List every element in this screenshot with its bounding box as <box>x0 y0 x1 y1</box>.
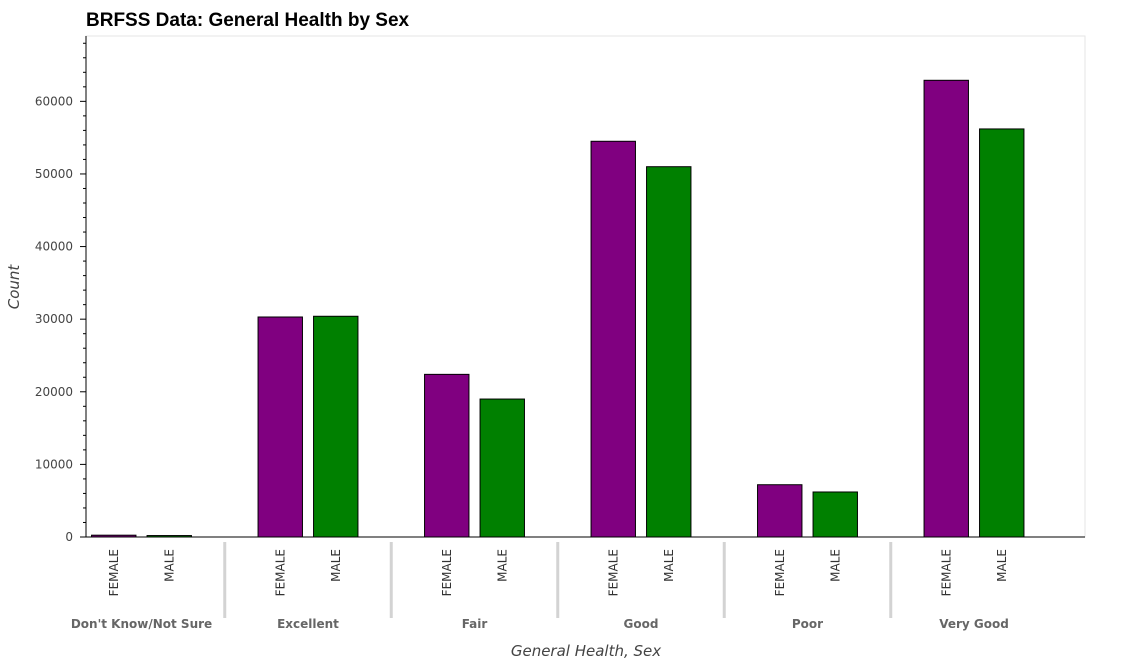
bar-male <box>979 128 1025 538</box>
sub-category-label: FEMALE <box>440 549 454 596</box>
category-label: Good <box>624 617 659 631</box>
bar-male <box>646 166 692 538</box>
sub-category-label: MALE <box>162 549 176 582</box>
sub-category-label: MALE <box>495 549 509 582</box>
sub-category-label: MALE <box>995 549 1009 582</box>
sub-category-label: FEMALE <box>606 549 620 596</box>
sub-category-label: MALE <box>329 549 343 582</box>
y-tick-label: 30000 <box>35 312 73 326</box>
sub-category-label: FEMALE <box>107 549 121 596</box>
chart-title: BRFSS Data: General Health by Sex <box>86 10 410 31</box>
sub-category-label: FEMALE <box>273 549 287 596</box>
bar-female <box>590 140 636 538</box>
y-tick-label: 60000 <box>35 94 73 108</box>
sub-category-label: MALE <box>828 549 842 582</box>
y-tick-label: 10000 <box>35 457 73 471</box>
y-axis-title: Count <box>5 264 23 310</box>
y-tick-label: 0 <box>65 530 73 544</box>
category-label: Excellent <box>277 617 339 631</box>
sub-category-label: FEMALE <box>773 549 787 596</box>
bar-female <box>424 373 470 538</box>
x-axis-labels: FEMALE MALE Don't Know/Not Sure FEMALE MALE E… <box>71 542 1009 631</box>
y-axis-ticks: 0 10000 20000 30000 40000 50000 60000 <box>35 42 86 544</box>
bar-male <box>313 315 359 538</box>
y-tick-label: 40000 <box>35 240 73 254</box>
bar-male <box>479 398 525 538</box>
category-label: Fair <box>462 617 488 631</box>
category-label: Poor <box>792 617 823 631</box>
sub-category-label: MALE <box>662 549 676 582</box>
bar-female <box>923 79 969 538</box>
bar-male <box>812 491 858 538</box>
sub-category-label: FEMALE <box>939 549 953 596</box>
y-tick-label: 50000 <box>35 167 73 181</box>
bar-female <box>257 316 303 538</box>
x-axis-title: General Health, Sex <box>511 642 661 660</box>
y-tick-label: 20000 <box>35 385 73 399</box>
bars-group <box>91 79 1025 538</box>
bar-female <box>757 484 803 538</box>
category-label: Very Good <box>939 617 1009 631</box>
category-label: Don't Know/Not Sure <box>71 617 212 631</box>
